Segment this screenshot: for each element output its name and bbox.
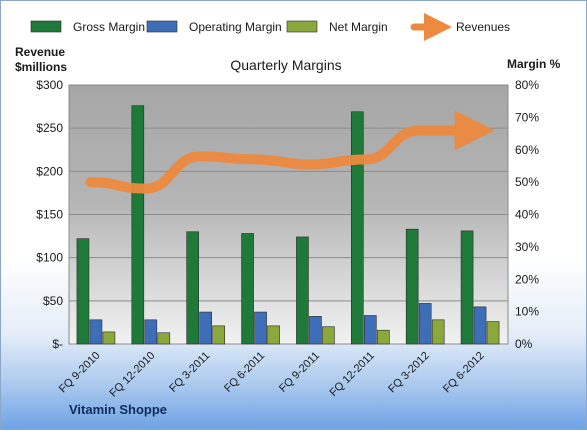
legend: Gross Margin Operating Margin Net Margin Re… — [30, 13, 510, 41]
x-tick-label: FQ 6-2011 — [222, 350, 267, 395]
right-tick-label: 50% — [515, 175, 539, 189]
net-margin-bar — [102, 331, 116, 345]
left-tick-label: $300 — [36, 78, 63, 92]
right-tick-label: 0% — [515, 337, 533, 351]
bar-series — [76, 105, 500, 345]
left-tick-label: $100 — [36, 251, 63, 265]
net-margin-bar — [377, 329, 390, 345]
gross-margin-bar — [460, 230, 474, 345]
left-tick-label: $150 — [36, 208, 63, 222]
y-right-label: Margin % — [507, 57, 561, 71]
operating-margin-bar — [309, 316, 322, 345]
gross-margin-bar — [405, 228, 419, 345]
left-tick-label: $- — [52, 337, 63, 351]
left-tick-label: $200 — [36, 164, 63, 178]
right-tick-label: 10% — [515, 305, 539, 319]
y-left-label-line1: Revenue — [15, 45, 65, 59]
left-tick-label: $50 — [43, 294, 63, 308]
left-axis-ticks: $- $50 $100 $150 $200 $250 $300 — [36, 78, 63, 351]
operating-margin-bar — [89, 319, 103, 345]
right-tick-label: 20% — [515, 272, 539, 286]
left-tick-label: $250 — [36, 121, 63, 135]
y-left-label-line2: $millions — [15, 60, 67, 74]
gross-margin-bar — [76, 238, 90, 345]
gross-margin-bar — [186, 231, 199, 345]
net-margin-bar — [322, 326, 335, 345]
gross-margin-bar — [131, 105, 145, 345]
right-tick-label: 80% — [515, 78, 539, 92]
x-tick-label: FQ 3-2011 — [167, 350, 212, 395]
legend-label: Gross Margin — [73, 20, 145, 34]
legend-label: Revenues — [456, 20, 510, 34]
legend-label: Operating Margin — [189, 20, 282, 34]
right-tick-label: 70% — [515, 110, 539, 124]
x-tick-label: FQ 3-2012 — [386, 350, 432, 396]
operating-margin-bar — [199, 311, 212, 345]
x-tick-label: FQ 9-2011 — [277, 350, 322, 395]
net-margin-bar — [431, 319, 445, 345]
right-tick-label: 30% — [515, 240, 539, 254]
operating-margin-bar — [364, 315, 377, 345]
net-margin-bar — [267, 325, 280, 345]
right-axis-ticks: 0% 10% 20% 30% 40% 50% 60% 70% 80% — [515, 78, 539, 351]
company-label: Vitamin Shoppe — [69, 402, 167, 417]
x-tick-label: FQ 12-2011 — [328, 350, 377, 399]
legend-swatch — [286, 20, 318, 33]
x-tick-label: FQ 12-2010 — [107, 350, 157, 400]
revenues-line-path — [85, 110, 495, 194]
net-margin-bar — [486, 321, 500, 345]
gross-margin-bar — [241, 233, 254, 345]
revenues-line — [85, 110, 495, 194]
operating-margin-bar — [473, 306, 487, 345]
gross-margin-bar — [296, 236, 309, 345]
net-margin-bar — [212, 325, 225, 345]
legend-swatch — [146, 20, 178, 33]
operating-margin-bar — [254, 311, 267, 345]
operating-margin-bar — [418, 303, 432, 345]
gross-margin-bar — [351, 111, 364, 345]
right-tick-label: 60% — [515, 143, 539, 157]
x-tick-label: FQ 9-2010 — [57, 350, 103, 396]
net-margin-bar — [157, 332, 171, 345]
legend-swatch — [30, 20, 62, 33]
legend-label: Net Margin — [329, 20, 388, 34]
x-axis-ticks: FQ 9-2010 FQ 12-2010 FQ 3-2011 FQ 6-2011 FQ … — [57, 350, 487, 400]
x-tick-label: FQ 6-2012 — [441, 350, 487, 396]
right-tick-label: 40% — [515, 208, 539, 222]
operating-margin-bar — [144, 319, 158, 345]
chart-title: Quarterly Margins — [230, 57, 341, 73]
